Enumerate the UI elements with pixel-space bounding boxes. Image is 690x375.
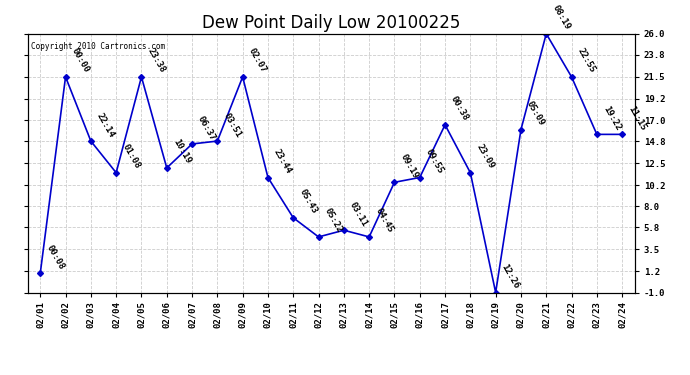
Text: 05:43: 05:43 xyxy=(297,188,319,216)
Text: 00:38: 00:38 xyxy=(449,95,471,123)
Text: 23:38: 23:38 xyxy=(146,47,167,75)
Text: Copyright 2010 Cartronics.com: Copyright 2010 Cartronics.com xyxy=(30,42,165,51)
Text: 22:55: 22:55 xyxy=(575,47,597,75)
Text: 05:22: 05:22 xyxy=(323,207,344,235)
Text: 06:37: 06:37 xyxy=(196,114,217,142)
Text: 03:11: 03:11 xyxy=(348,200,369,228)
Text: 23:09: 23:09 xyxy=(475,143,495,171)
Text: 23:44: 23:44 xyxy=(272,147,293,176)
Text: 04:45: 04:45 xyxy=(373,207,395,235)
Text: 10:19: 10:19 xyxy=(171,138,192,166)
Text: 03:51: 03:51 xyxy=(221,111,243,139)
Text: 02:07: 02:07 xyxy=(247,47,268,75)
Text: 08:19: 08:19 xyxy=(551,4,571,32)
Text: 00:08: 00:08 xyxy=(44,243,66,271)
Title: Dew Point Daily Low 20100225: Dew Point Daily Low 20100225 xyxy=(202,14,460,32)
Text: 09:55: 09:55 xyxy=(424,147,445,176)
Text: 12:26: 12:26 xyxy=(500,262,521,290)
Text: 22:14: 22:14 xyxy=(95,111,116,139)
Text: 01:08: 01:08 xyxy=(120,143,141,171)
Text: 11:15: 11:15 xyxy=(627,104,647,132)
Text: 09:19: 09:19 xyxy=(399,152,420,180)
Text: 19:22: 19:22 xyxy=(601,104,622,132)
Text: 00:00: 00:00 xyxy=(70,47,91,75)
Text: 05:09: 05:09 xyxy=(525,100,546,128)
